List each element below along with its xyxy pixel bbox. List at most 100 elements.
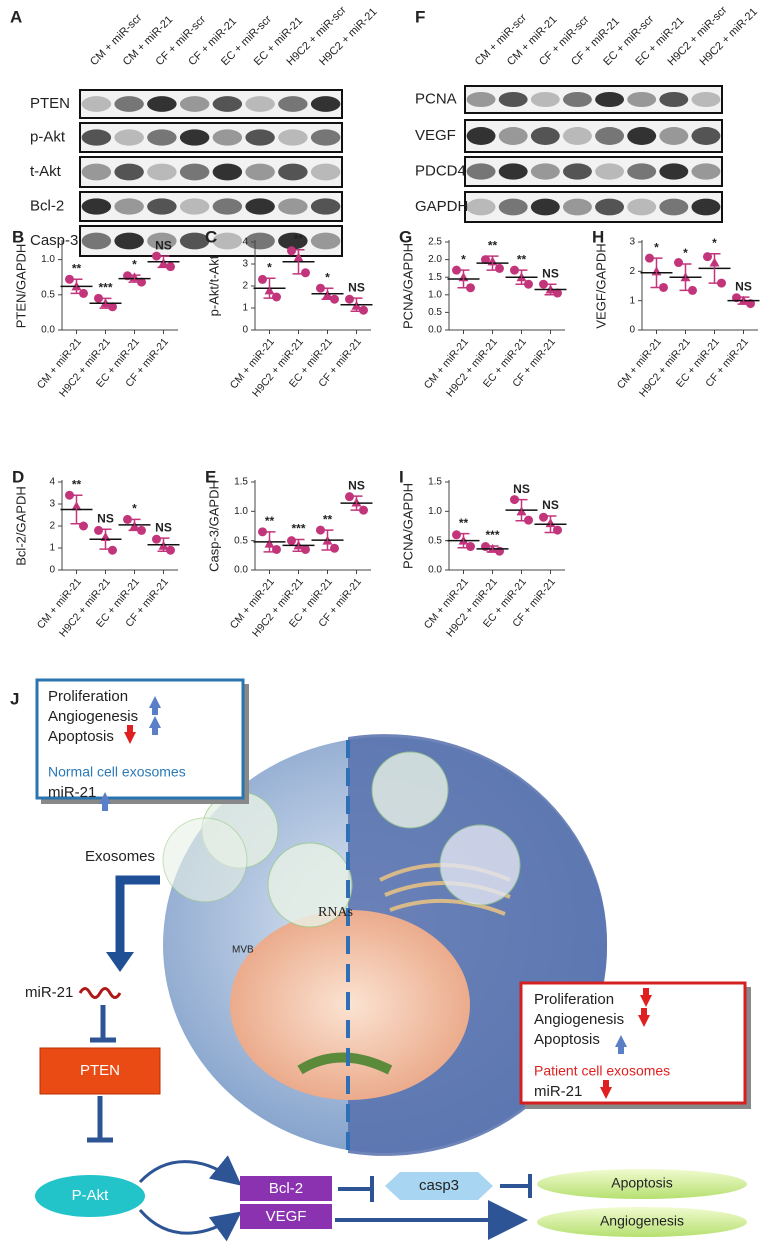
blot-band — [278, 232, 308, 250]
row-label: PDCD4 — [415, 162, 466, 179]
blot-band — [179, 232, 210, 250]
box-text: miR-21 — [48, 784, 96, 801]
panel-letter: J — [10, 689, 19, 708]
blot-band — [595, 127, 625, 145]
box-text: Angiogenesis — [48, 708, 138, 725]
blot-band — [659, 127, 689, 145]
error-bar — [679, 263, 692, 292]
box-text: Angiogenesis — [534, 1011, 624, 1028]
box-text: Patient cell exosomes — [534, 1063, 670, 1079]
point — [152, 534, 161, 544]
point — [108, 302, 117, 312]
significance: NS — [348, 280, 365, 294]
error-bar — [650, 257, 663, 289]
point — [539, 279, 548, 289]
y-tick-label: 0 — [242, 325, 248, 336]
significance: ** — [488, 238, 498, 252]
organelle — [297, 1052, 393, 1075]
point — [452, 530, 461, 540]
y-axis-label: PTEN/GAPDH — [13, 244, 28, 329]
point — [79, 521, 88, 531]
y-tick-label: 4 — [49, 477, 55, 488]
significance: ** — [265, 514, 275, 528]
blot-band — [278, 96, 308, 112]
label-casp3: casp3 — [419, 1177, 459, 1194]
point — [524, 515, 533, 525]
y-axis-label: Casp-3/GAPDH — [206, 480, 221, 572]
significance: NS — [735, 279, 752, 293]
blot-frame — [79, 191, 343, 222]
blot-band — [179, 198, 210, 215]
significance: * — [132, 257, 137, 271]
blot-band — [212, 232, 243, 250]
box-text: Apoptosis — [48, 728, 114, 745]
point — [65, 274, 74, 284]
arrow-head — [106, 952, 134, 972]
blot-band — [310, 96, 341, 112]
box-text: Proliferation — [48, 688, 128, 705]
error-bar — [457, 269, 470, 289]
label-exosomes: Exosomes — [85, 848, 155, 865]
blot-band — [659, 91, 689, 108]
blot-band — [562, 91, 592, 108]
panel-letter: H — [592, 227, 604, 246]
label-mvb: MVB — [232, 945, 254, 956]
error-bar — [350, 297, 363, 313]
vegf-box — [240, 1204, 332, 1229]
point — [287, 536, 296, 546]
row-label: VEGF — [415, 127, 456, 144]
blot-band — [530, 127, 560, 145]
y-tick-label: 1.5 — [428, 272, 442, 283]
point — [645, 253, 654, 263]
blot-band — [562, 163, 592, 180]
significance: ** — [323, 512, 333, 526]
y-tick-label: 0.0 — [234, 565, 248, 576]
blot-band — [147, 163, 177, 181]
point — [316, 283, 325, 293]
y-tick-label: 0.0 — [428, 325, 442, 336]
blot-band — [627, 91, 657, 108]
blot-band — [114, 232, 144, 250]
panel-letter: D — [12, 467, 24, 486]
blot-band — [212, 163, 243, 181]
significance: NS — [348, 478, 365, 492]
blot-band — [659, 163, 689, 180]
y-tick-label: 0 — [49, 565, 55, 576]
error-bar — [128, 518, 141, 532]
y-tick-label: 2.0 — [428, 254, 442, 265]
panel-letter: C — [205, 227, 217, 246]
y-tick-label: 2.5 — [428, 237, 442, 248]
blot-band — [245, 232, 275, 250]
blot-band — [627, 198, 657, 216]
up-arrow — [149, 696, 161, 715]
x-tick-label: H9C2 + miR-21 — [444, 576, 500, 639]
lane-label: H9C2 + miR-21 — [317, 6, 379, 68]
normal-box — [35, 678, 245, 800]
x-tick-label: H9C2 + miR-21 — [57, 336, 113, 399]
blot-band — [179, 96, 210, 112]
blot-band — [212, 198, 243, 215]
row-label: p-Akt — [30, 128, 66, 145]
label-mirna: miR-21 — [25, 984, 73, 1001]
y-axis-label: PCNA/GAPDH — [400, 243, 415, 329]
y-tick-label: 1.0 — [428, 506, 442, 517]
blot-band — [147, 232, 177, 250]
down-arrow — [124, 725, 136, 744]
point — [539, 512, 548, 522]
point — [553, 525, 562, 535]
blot-band — [310, 232, 341, 250]
y-tick-label: 3 — [242, 259, 248, 270]
error-bar — [157, 537, 170, 553]
significance: * — [325, 270, 330, 284]
lane-label: H9C2 + miR-21 — [698, 6, 760, 68]
blot-band — [562, 198, 592, 216]
point — [123, 514, 132, 524]
significance: *** — [291, 522, 305, 536]
blot-band — [212, 129, 243, 146]
blot-band — [278, 129, 308, 146]
error-bar — [737, 296, 750, 305]
error-bar — [321, 287, 334, 300]
error-bar — [515, 269, 528, 285]
point — [166, 262, 175, 272]
blot-band — [81, 129, 112, 146]
